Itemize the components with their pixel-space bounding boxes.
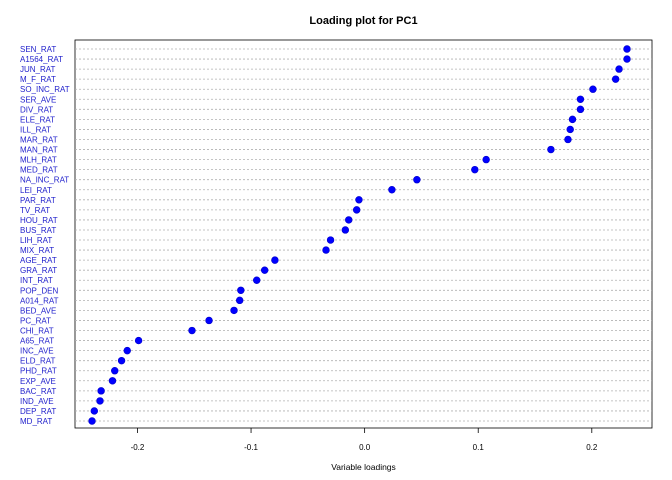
- data-point: [471, 165, 479, 174]
- data-point: [413, 176, 421, 184]
- variable-label: MD_RAT: [20, 417, 52, 426]
- data-point: [237, 286, 245, 294]
- data-point: [90, 407, 99, 415]
- variable-label: SEN_RAT: [20, 45, 56, 54]
- variable-label: INC_AVE: [20, 347, 54, 356]
- data-point: [611, 75, 620, 83]
- x-tick-label: -0.2: [131, 443, 145, 452]
- variable-label: AGE_RAT: [20, 256, 57, 265]
- data-point: [134, 336, 143, 345]
- variable-label: BUS_RAT: [20, 226, 56, 235]
- variable-label: MAR_RAT: [20, 135, 58, 144]
- variable-label: A65_RAT: [20, 337, 54, 346]
- variable-label: IND_AVE: [20, 397, 54, 406]
- variable-label: MLH_RAT: [20, 156, 57, 165]
- data-point: [566, 125, 574, 134]
- data-point: [271, 256, 279, 264]
- variable-label: DEP_RAT: [20, 407, 56, 416]
- data-point: [322, 246, 330, 254]
- variable-label: BED_AVE: [20, 306, 56, 315]
- data-point: [108, 377, 117, 385]
- x-axis: -0.2 -0.1 0.0 0.1 0.2: [131, 428, 598, 452]
- data-point: [576, 105, 585, 114]
- data-point: [111, 367, 119, 375]
- data-point: [96, 397, 104, 405]
- variable-label: DIV_RAT: [20, 105, 53, 114]
- x-tick-label: 0.2: [586, 443, 598, 452]
- variable-label: PHD_RAT: [20, 367, 57, 376]
- variable-label: LIH_RAT: [20, 236, 52, 245]
- data-point: [205, 316, 213, 325]
- variable-label: MAN_RAT: [20, 146, 58, 155]
- plot-frame: [74, 39, 653, 429]
- variable-label: BAC_RAT: [20, 387, 56, 396]
- variable-label: ILL_RAT: [20, 125, 51, 134]
- data-point: [345, 216, 353, 224]
- data-point: [253, 276, 261, 284]
- data-points: [88, 45, 631, 425]
- variable-label: SER_AVE: [20, 95, 56, 104]
- data-point: [123, 346, 131, 355]
- x-tick-label: 0.0: [359, 443, 371, 452]
- variable-label: MED_RAT: [20, 166, 58, 175]
- variable-label: INT_RAT: [20, 276, 53, 285]
- variable-label: JUN_RAT: [20, 65, 56, 74]
- variable-label: M_F_RAT: [20, 75, 56, 84]
- chart-title: Loading plot for PC1: [309, 15, 417, 27]
- data-point: [188, 326, 196, 335]
- data-point: [564, 135, 572, 144]
- data-point: [352, 206, 361, 214]
- data-point: [388, 186, 396, 194]
- x-tick-label: -0.1: [244, 443, 258, 452]
- variable-label: PC_RAT: [20, 316, 51, 325]
- data-point: [615, 65, 623, 73]
- x-tick-label: 0.1: [473, 443, 485, 452]
- variable-labels: SEN_RATA1564_RATJUN_RATM_F_RATSO_INC_RAT…: [20, 45, 70, 426]
- variable-label: POP_DEN: [20, 286, 58, 295]
- variable-label: GRA_RAT: [20, 266, 57, 275]
- data-point: [355, 196, 363, 204]
- variable-label: A014_RAT: [20, 296, 59, 305]
- variable-label: PAR_RAT: [20, 196, 56, 205]
- data-point: [623, 55, 631, 63]
- variable-label: A1564_RAT: [20, 55, 63, 64]
- variable-label: CHI_RAT: [20, 327, 54, 336]
- variable-label: EXP_AVE: [20, 377, 56, 386]
- x-axis-label: Variable loadings: [331, 462, 396, 472]
- data-point: [326, 236, 335, 244]
- variable-label: SO_INC_RAT: [20, 85, 70, 94]
- data-point: [97, 387, 105, 395]
- data-point: [482, 155, 490, 164]
- variable-label: NA_INC_RAT: [20, 176, 69, 185]
- data-point: [589, 85, 597, 93]
- data-point: [117, 356, 126, 365]
- data-point: [568, 115, 577, 124]
- variable-label: TV_RAT: [20, 206, 50, 215]
- data-point: [230, 306, 238, 315]
- data-point: [235, 296, 244, 305]
- data-point: [260, 266, 269, 274]
- variable-label: MIX_RAT: [20, 246, 54, 255]
- grid-lines: [75, 48, 652, 422]
- variable-label: LEI_RAT: [20, 186, 52, 195]
- data-point: [88, 417, 96, 425]
- data-point: [623, 45, 631, 53]
- data-point: [341, 226, 350, 234]
- variable-label: ELD_RAT: [20, 357, 56, 366]
- variable-label: ELE_RAT: [20, 115, 55, 124]
- variable-label: HOU_RAT: [20, 216, 58, 225]
- data-point: [576, 95, 585, 103]
- data-point: [547, 145, 555, 154]
